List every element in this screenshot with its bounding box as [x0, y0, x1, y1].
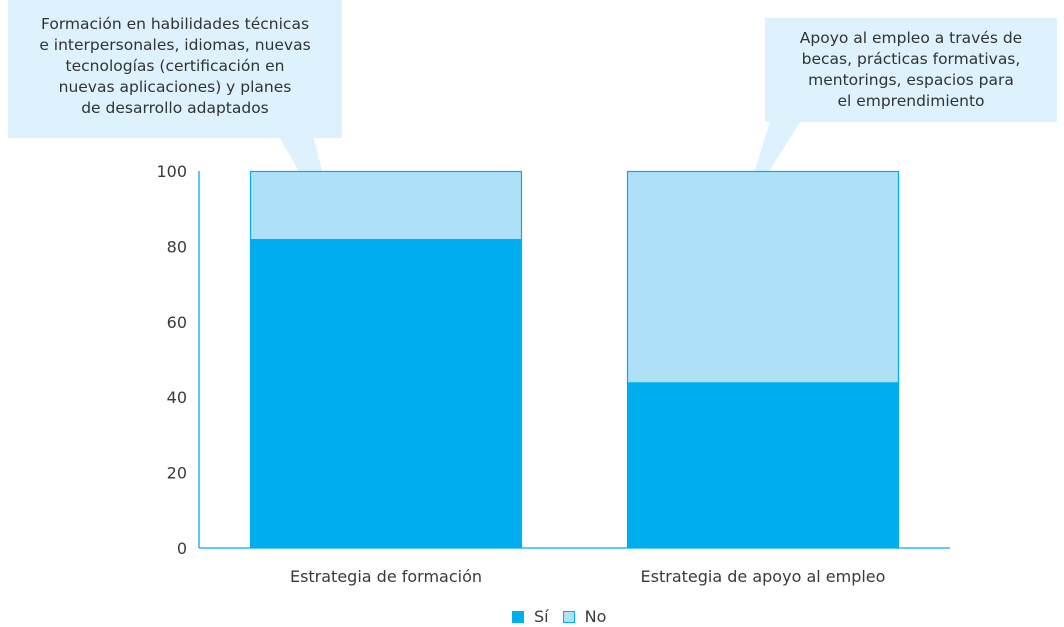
y-tick-label: 20	[167, 464, 187, 483]
callout-text-apoyo: Apoyo al empleo a través de becas, práct…	[799, 29, 1023, 110]
y-tick-label: 60	[167, 313, 187, 332]
y-tick-label: 80	[167, 237, 187, 256]
bar-formacion-si	[250, 238, 522, 549]
bars	[249, 170, 900, 549]
legend-swatch-no	[562, 610, 575, 623]
bar-apoyo-si	[627, 382, 899, 548]
y-tick-labels: 0 20 40 60 80 100	[156, 162, 187, 558]
x-tick-labels: Estrategia de formación Estrategia de apo…	[290, 567, 885, 586]
callout-formacion	[8, 0, 342, 244]
legend: Sí No	[512, 607, 620, 626]
y-tick-label: 100	[156, 162, 187, 181]
x-tick-label: Estrategia de formación	[290, 567, 482, 586]
callout-text-formacion: Formación en habilidades técnicas e inte…	[39, 15, 311, 117]
callouts	[8, 0, 1057, 244]
callout-apoyo	[740, 18, 1057, 218]
legend-label-no: No	[584, 607, 607, 626]
bar-apoyo-no	[627, 171, 899, 383]
bar-formacion-no	[250, 171, 522, 239]
legend-swatch-si	[512, 610, 524, 623]
y-tick-label: 0	[177, 539, 187, 558]
x-tick-label: Estrategia de apoyo al empleo	[641, 567, 886, 586]
legend-item-si: Sí	[512, 607, 549, 626]
y-tick-label: 40	[167, 388, 187, 407]
axes	[198, 171, 950, 549]
legend-item-no: No	[562, 607, 607, 626]
legend-label-si: Sí	[534, 607, 549, 626]
